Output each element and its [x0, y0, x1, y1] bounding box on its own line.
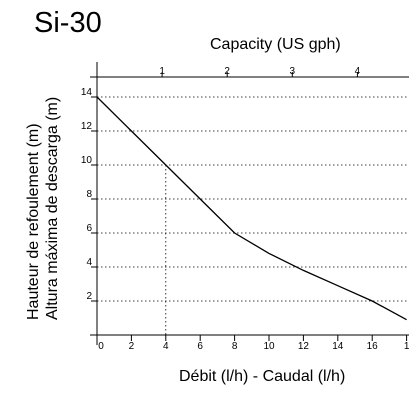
top-axis-tick-label: 3 — [290, 66, 296, 77]
x-tick-label: 14 — [332, 341, 344, 352]
y-tick-label: 14 — [81, 87, 93, 98]
top-axis-tick-label: 2 — [224, 66, 230, 77]
y-tick-label: 6 — [86, 223, 92, 234]
x-tick-label: 6 — [197, 341, 203, 352]
top-axis-tick-label: 4 — [355, 66, 361, 77]
x-axis-title: Débit (l/h) - Caudal (l/h) — [179, 368, 346, 385]
x-tick-label: 10 — [263, 341, 275, 352]
x-tick-label: 12 — [298, 341, 310, 352]
top-axis-tick-label: 1 — [159, 66, 165, 77]
x-tick-label: 8 — [232, 341, 238, 352]
top-axis-title: Capacity (US gph) — [210, 36, 341, 53]
x-tick-label: 4 — [163, 341, 169, 352]
y-tick-label: 2 — [86, 291, 92, 302]
y-tick-label: 12 — [81, 121, 93, 132]
pump-curve-line — [96, 96, 407, 321]
x-tick-label: 0 — [98, 341, 104, 352]
chart-title: Si-30 — [34, 7, 102, 39]
y-tick-label: 4 — [86, 257, 92, 268]
y-tick-label: 10 — [81, 155, 93, 166]
x-tick-label: 1 — [404, 341, 409, 352]
x-tick-label: 16 — [367, 341, 379, 352]
y-tick-label: 8 — [86, 189, 92, 200]
x-tick-label: 2 — [129, 341, 135, 352]
